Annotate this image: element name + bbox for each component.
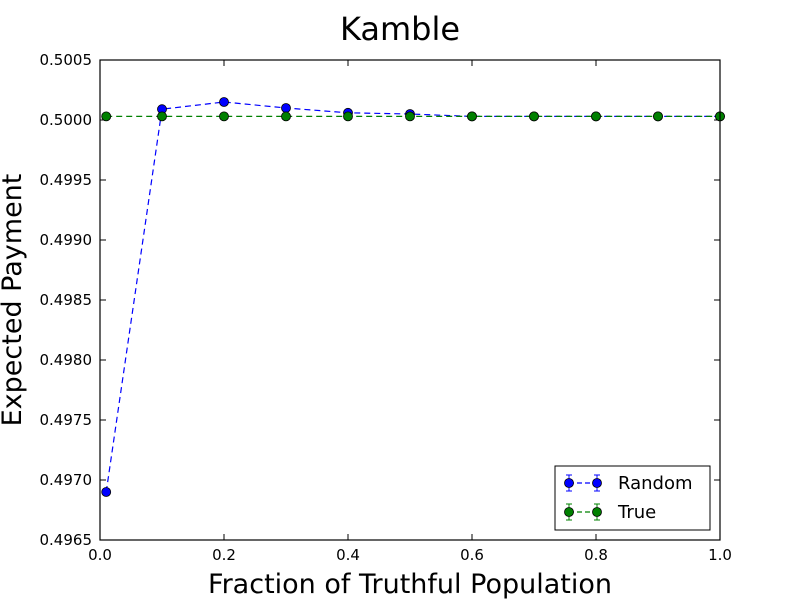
y-tick-label: 0.4990 xyxy=(40,231,93,249)
chart-title: Kamble xyxy=(340,10,460,48)
y-tick-label: 0.4980 xyxy=(40,351,93,369)
axes-frame xyxy=(99,59,721,541)
legend-marker-random xyxy=(564,478,574,488)
data-point-random xyxy=(219,97,229,107)
legend: Random True xyxy=(554,465,711,531)
data-point-true xyxy=(157,111,167,122)
data-point-true xyxy=(343,111,353,122)
data-point-true xyxy=(281,111,291,122)
legend-marker-true xyxy=(592,507,602,517)
y-tick-label: 0.4970 xyxy=(40,471,93,489)
data-point-true xyxy=(653,111,663,122)
y-tick-label: 0.4995 xyxy=(40,171,93,189)
data-point-true xyxy=(405,111,415,122)
y-axis-label: Expected Payment xyxy=(0,174,28,427)
data-point-random xyxy=(101,487,112,497)
plot-area: 0.0 0.2 0.4 0.6 0.8 1.0 0.4965 0.4970 0.4975 0.49… xyxy=(40,51,732,564)
x-axis-label: Fraction of Truthful Population xyxy=(208,569,612,600)
data-point-true xyxy=(219,111,229,122)
x-tick-label: 0.0 xyxy=(88,546,112,564)
legend-label-random: Random xyxy=(618,473,693,494)
x-tick-label: 0.4 xyxy=(336,546,360,564)
legend-marker-true xyxy=(564,507,574,517)
y-tick-label: 0.4985 xyxy=(40,291,93,309)
legend-label-true: True xyxy=(617,502,656,523)
y-tick-label: 0.4965 xyxy=(40,531,93,549)
x-tick-label: 0.6 xyxy=(460,546,484,564)
data-point-true xyxy=(591,111,601,122)
x-tick-label: 1.0 xyxy=(708,546,732,564)
x-tick-label: 0.8 xyxy=(584,546,608,564)
y-tick-label: 0.5000 xyxy=(40,111,93,129)
data-point-true xyxy=(467,111,477,122)
legend-box xyxy=(554,465,711,531)
y-tick-label: 0.4975 xyxy=(40,411,93,429)
data-point-random xyxy=(281,103,291,113)
x-tick-label: 0.2 xyxy=(212,546,236,564)
legend-marker-random xyxy=(592,478,602,488)
data-point-true xyxy=(529,111,539,122)
data-point-true xyxy=(101,111,112,122)
y-tick-label: 0.5005 xyxy=(40,51,93,69)
